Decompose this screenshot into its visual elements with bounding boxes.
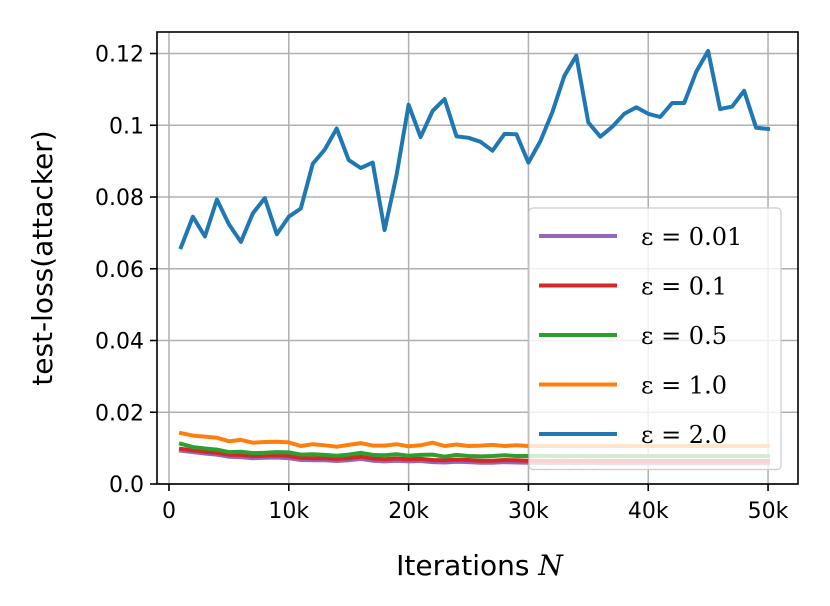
legend-label-1: ε = 0.1 [641,273,727,301]
x-tick-label: 40k [628,499,669,524]
legend-label-0: ε = 0.01 [641,223,742,251]
x-axis-label: Iterations N [396,549,564,582]
legend-label-2: ε = 0.5 [641,322,727,350]
x-tick-label: 20k [388,499,429,524]
y-tick-label: 0.1 [109,114,144,139]
y-tick-label: 0.12 [95,43,144,68]
legend-label-3: ε = 1.0 [641,372,727,400]
x-tick-label: 50k [748,499,789,524]
y-tick-label: 0.06 [95,258,144,283]
y-tick-label: 0.08 [95,186,144,211]
x-tick-label: 30k [508,499,549,524]
x-axis-ticks: 0 10k 20k 30k 40k 50k [162,484,789,524]
plot-frame [156,31,799,485]
y-axis-ticks: 0.0 0.02 0.04 0.06 0.08 0.1 0.12 [95,43,157,498]
y-tick-label: 0.02 [95,401,144,426]
y-tick-label: 0.04 [95,330,144,355]
x-tick-label: 10k [268,499,309,524]
x-tick-label: 0 [162,499,176,524]
y-axis-label: test-loss(attacker) [26,130,59,385]
y-tick-label: 0.0 [109,473,144,498]
legend-box [528,207,782,471]
x-axis-label-symbol: N [537,549,564,582]
series-line-4 [178,49,771,250]
x-axis-label-text: Iterations [396,549,538,582]
legend-label-4: ε = 2.0 [641,421,727,449]
legend: ε = 0.01 ε = 0.1 ε = 0.5 ε = 1.0 ε = 2.0 [528,207,782,471]
